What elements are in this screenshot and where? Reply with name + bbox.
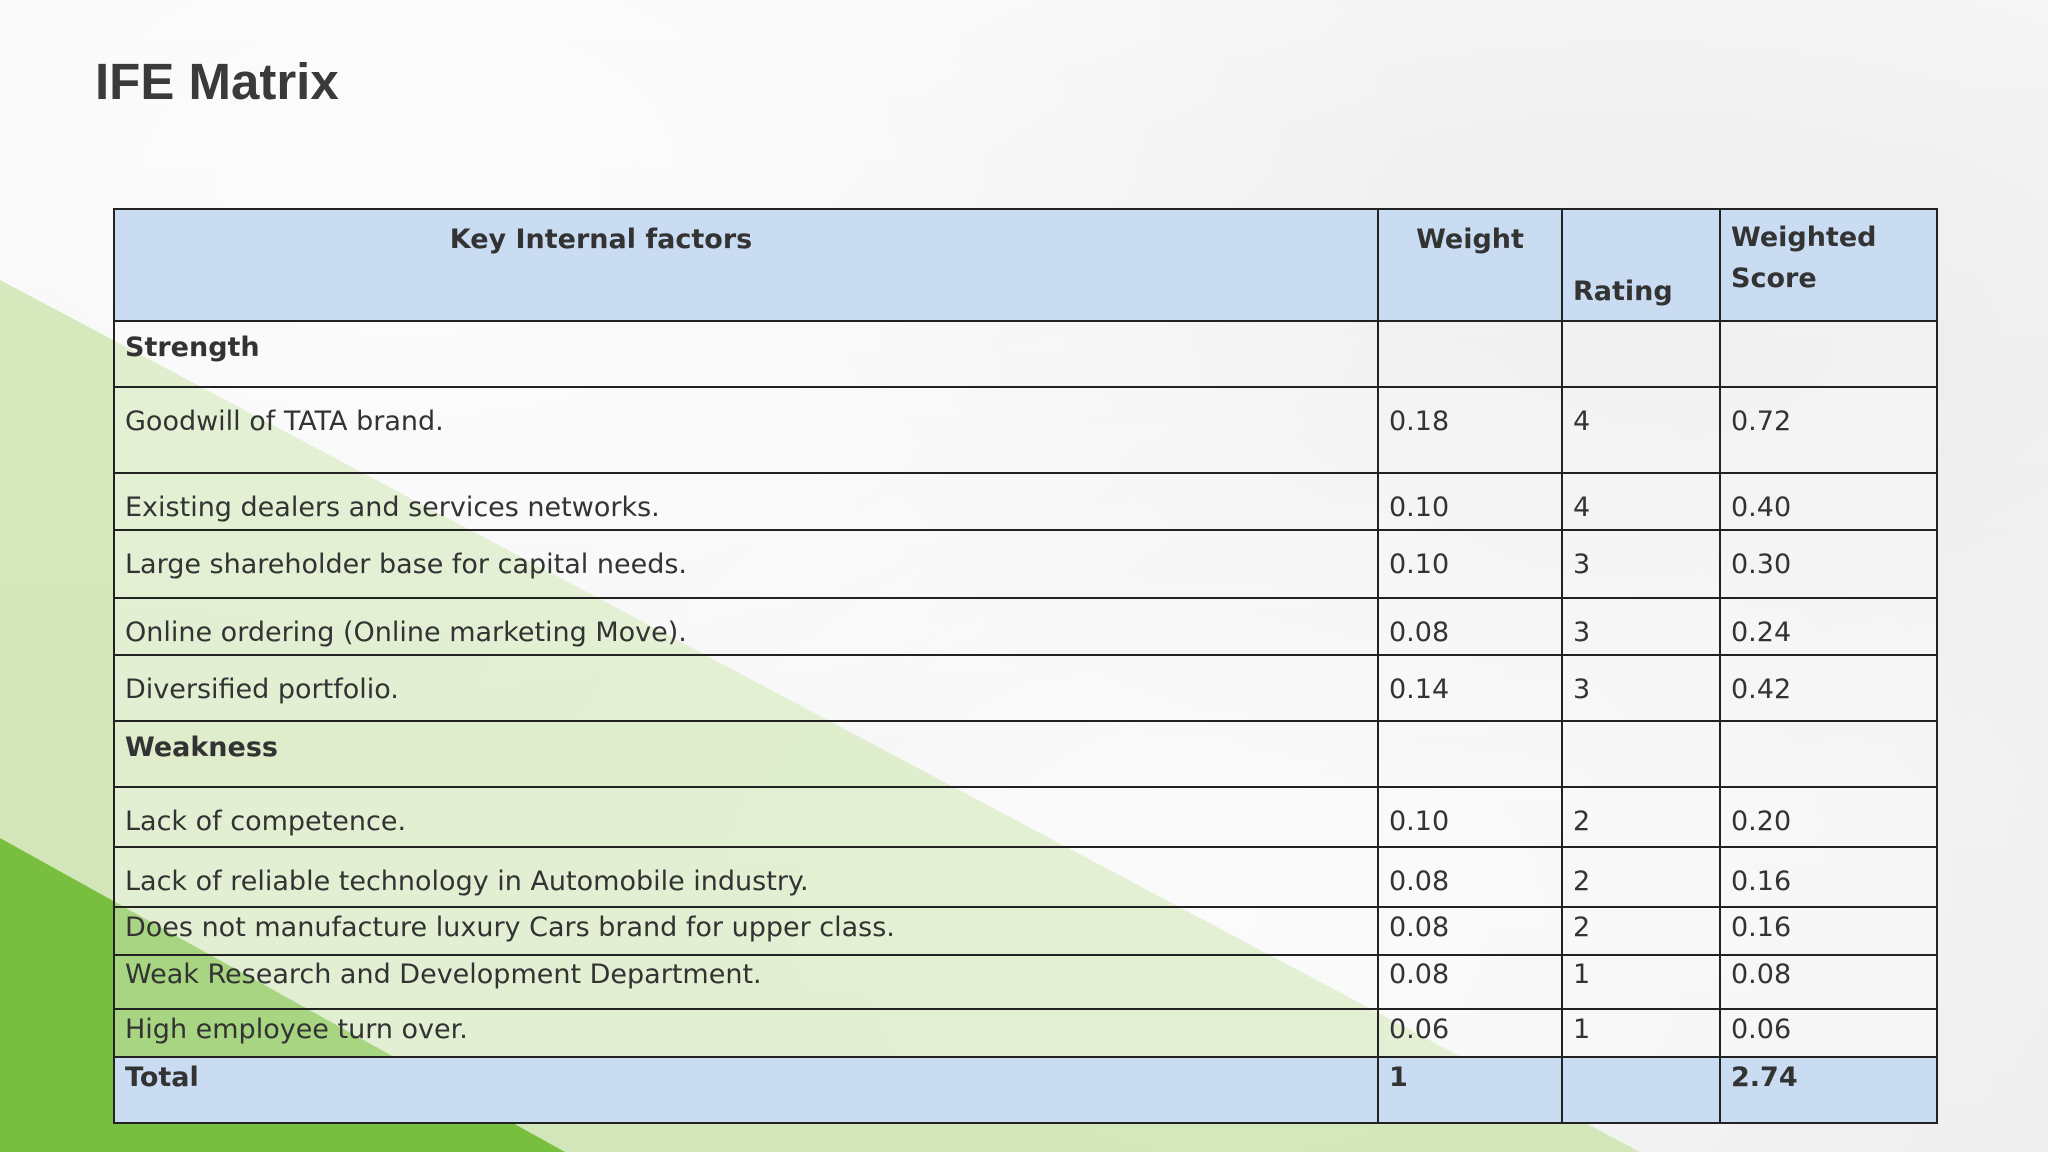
section-empty-cell	[1561, 720, 1721, 788]
factor-cell: Lack of competence.	[113, 786, 1379, 848]
weight-cell: 0.06	[1377, 1008, 1563, 1058]
rating-cell: 1	[1561, 954, 1721, 1010]
header-rating: Rating	[1561, 208, 1721, 322]
weight-cell: 0.14	[1377, 654, 1563, 722]
slide-title: IFE Matrix	[95, 53, 339, 110]
score-cell: 0.16	[1719, 906, 1938, 956]
weight-cell: 0.10	[1377, 786, 1563, 848]
total-label: Total	[113, 1056, 1379, 1124]
section-label: Weakness	[113, 720, 1379, 788]
weight-cell: 0.10	[1377, 472, 1563, 531]
table-row: High employee turn over. 0.06 1 0.06	[113, 1008, 1938, 1058]
table-row: Existing dealers and services networks. …	[113, 472, 1938, 531]
ife-matrix-table: Key Internal factors Weight Rating Weigh…	[113, 208, 1938, 1124]
factor-cell: Goodwill of TATA brand.	[113, 386, 1379, 474]
score-cell: 0.24	[1719, 597, 1938, 656]
score-cell: 0.40	[1719, 472, 1938, 531]
table-row: Goodwill of TATA brand. 0.18 4 0.72	[113, 386, 1938, 474]
score-cell: 0.42	[1719, 654, 1938, 722]
section-empty-cell	[1377, 320, 1563, 388]
header-weighted-score: Weighted Score	[1719, 208, 1938, 322]
table-row: Lack of competence. 0.10 2 0.20	[113, 786, 1938, 848]
rating-cell: 2	[1561, 846, 1721, 908]
rating-cell: 3	[1561, 529, 1721, 599]
rating-cell: 3	[1561, 654, 1721, 722]
section-row-strength: Strength	[113, 320, 1938, 388]
weight-cell: 0.08	[1377, 954, 1563, 1010]
total-row: Total 1 2.74	[113, 1056, 1938, 1124]
score-cell: 0.20	[1719, 786, 1938, 848]
section-empty-cell	[1377, 720, 1563, 788]
score-cell: 0.30	[1719, 529, 1938, 599]
section-empty-cell	[1719, 720, 1938, 788]
factor-cell: Weak Research and Development Department…	[113, 954, 1379, 1010]
total-score: 2.74	[1719, 1056, 1938, 1124]
header-weight: Weight	[1377, 208, 1563, 322]
total-weight: 1	[1377, 1056, 1563, 1124]
section-empty-cell	[1561, 320, 1721, 388]
rating-cell: 2	[1561, 906, 1721, 956]
rating-cell: 1	[1561, 1008, 1721, 1058]
rating-cell: 4	[1561, 386, 1721, 474]
weight-cell: 0.08	[1377, 846, 1563, 908]
weight-cell: 0.10	[1377, 529, 1563, 599]
weight-cell: 0.08	[1377, 597, 1563, 656]
table-row: Lack of reliable technology in Automobil…	[113, 846, 1938, 908]
section-empty-cell	[1719, 320, 1938, 388]
factor-cell: Does not manufacture luxury Cars brand f…	[113, 906, 1379, 956]
rating-cell: 2	[1561, 786, 1721, 848]
factor-cell: Lack of reliable technology in Automobil…	[113, 846, 1379, 908]
factor-cell: Diversified portfolio.	[113, 654, 1379, 722]
factor-cell: Existing dealers and services networks.	[113, 472, 1379, 531]
rating-cell: 3	[1561, 597, 1721, 656]
factor-cell: Online ordering (Online marketing Move).	[113, 597, 1379, 656]
table-row: Online ordering (Online marketing Move).…	[113, 597, 1938, 656]
table-row: Weak Research and Development Department…	[113, 954, 1938, 1010]
section-label: Strength	[113, 320, 1379, 388]
total-rating	[1561, 1056, 1721, 1124]
rating-cell: 4	[1561, 472, 1721, 531]
header-key-internal-factors: Key Internal factors	[113, 208, 1379, 322]
factor-cell: High employee turn over.	[113, 1008, 1379, 1058]
score-cell: 0.08	[1719, 954, 1938, 1010]
score-cell: 0.72	[1719, 386, 1938, 474]
table-header-row: Key Internal factors Weight Rating Weigh…	[113, 208, 1938, 322]
factor-cell: Large shareholder base for capital needs…	[113, 529, 1379, 599]
weight-cell: 0.08	[1377, 906, 1563, 956]
score-cell: 0.06	[1719, 1008, 1938, 1058]
table-row: Does not manufacture luxury Cars brand f…	[113, 906, 1938, 956]
weight-cell: 0.18	[1377, 386, 1563, 474]
section-row-weakness: Weakness	[113, 720, 1938, 788]
table-row: Diversified portfolio. 0.14 3 0.42	[113, 654, 1938, 722]
table-row: Large shareholder base for capital needs…	[113, 529, 1938, 599]
score-cell: 0.16	[1719, 846, 1938, 908]
